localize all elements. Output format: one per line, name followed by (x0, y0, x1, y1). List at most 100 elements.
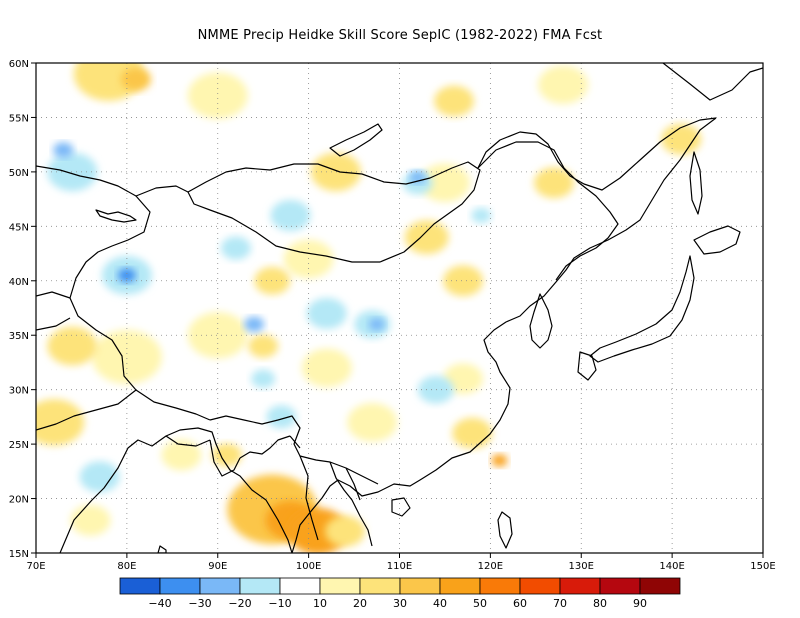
korea-peninsula (529, 293, 553, 349)
japan-hokkaido (693, 225, 741, 255)
skill-score-shading (36, 63, 702, 553)
legend-label: 90 (633, 597, 647, 610)
lat-tick-label: 15N (9, 549, 29, 560)
taiwan (497, 511, 513, 549)
border-china-west (69, 195, 211, 421)
legend-label: 40 (433, 597, 447, 610)
lat-tick-label: 45N (9, 222, 29, 233)
skill-region-46 (244, 316, 265, 333)
skill-region-22 (47, 326, 98, 366)
coastline-okhotsk (477, 117, 717, 191)
skill-region-40 (368, 318, 385, 331)
border-himalaya (209, 415, 379, 485)
border-central-asia (36, 291, 71, 331)
legend-label: 60 (513, 597, 527, 610)
legend-swatch (159, 577, 201, 595)
legend-label: 70 (553, 597, 567, 610)
lon-tick-label: 100E (296, 561, 321, 572)
axis-ticks: 70E 80E 90E 100E 110E 120E 130E 140E 150E 15N 20N 2… (9, 59, 776, 572)
border-india (36, 389, 291, 477)
hainan (391, 497, 411, 517)
map-title: NMME Precip Heidke Skill Score SepIC (19… (197, 28, 603, 43)
lon-tick-label: 110E (387, 561, 412, 572)
skill-region-23 (36, 399, 85, 446)
skill-region-38 (306, 297, 347, 329)
skill-region-11 (310, 152, 361, 192)
legend-label: −30 (188, 597, 211, 610)
legend-swatch (279, 577, 321, 595)
japan-kyushu (577, 351, 597, 381)
skill-region-13 (533, 167, 574, 199)
lat-tick-label: 55N (9, 113, 29, 124)
skill-region-8 (434, 85, 475, 117)
skill-region-4 (491, 454, 508, 467)
legend-swatch (399, 577, 441, 595)
skill-region-21 (91, 329, 162, 385)
skill-region-17 (443, 265, 484, 297)
legend-swatch (479, 577, 521, 595)
skill-region-30 (47, 152, 98, 192)
coastline-kamchatka (662, 63, 763, 101)
coastlines-and-borders (36, 63, 763, 553)
color-legend: −40 −30 −20 −10 10 20 30 40 50 60 70 80 90 (119, 577, 681, 610)
border-mongolia (187, 161, 481, 263)
legend-swatch (559, 577, 601, 595)
border-indochina (289, 435, 373, 547)
skill-region-42 (266, 405, 297, 429)
skill-region-37 (220, 236, 251, 260)
lon-tick-label: 70E (26, 561, 45, 572)
lake-balkhash (95, 209, 137, 223)
legend-swatch (599, 577, 641, 595)
lon-tick-label: 150E (750, 561, 775, 572)
legend-swatch (239, 577, 281, 595)
skill-region-41 (417, 375, 454, 404)
lat-tick-label: 40N (9, 277, 29, 288)
skill-region-44 (251, 369, 276, 389)
legend-swatch (359, 577, 401, 595)
skill-region-3 (324, 515, 365, 547)
lat-tick-label: 35N (9, 331, 29, 342)
skill-region-19 (248, 334, 279, 358)
legend-swatch (319, 577, 361, 595)
sri-lanka (157, 545, 167, 553)
legend-label: 30 (393, 597, 407, 610)
legend-label: 20 (353, 597, 367, 610)
legend-label: 50 (473, 597, 487, 610)
skill-region-27 (161, 439, 202, 471)
sakhalin (689, 151, 703, 215)
gridlines (36, 63, 763, 553)
skill-region-14 (404, 220, 449, 255)
skill-region-29 (70, 504, 111, 536)
skill-region-36 (117, 268, 136, 283)
skill-region-16 (254, 266, 291, 295)
skill-region-28 (211, 443, 242, 467)
lake-baikal (329, 123, 383, 157)
lon-tick-label: 80E (117, 561, 136, 572)
skill-region-45 (471, 207, 492, 224)
lat-tick-label: 60N (9, 59, 29, 70)
border-kazakhstan (36, 165, 189, 197)
legend-label: 10 (313, 597, 327, 610)
coastline-mainland (59, 427, 293, 553)
skill-region-43 (79, 461, 120, 493)
legend-label: −40 (148, 597, 171, 610)
legend-swatch (119, 577, 161, 595)
lon-tick-label: 130E (569, 561, 594, 572)
skill-region-12 (419, 163, 470, 203)
lon-tick-label: 90E (208, 561, 227, 572)
legend-swatch (519, 577, 561, 595)
legend-swatch (439, 577, 481, 595)
skill-region-6 (120, 67, 151, 91)
legend-label: −20 (228, 597, 251, 610)
lat-tick-label: 25N (9, 440, 29, 451)
lon-tick-label: 140E (659, 561, 684, 572)
lon-tick-label: 120E (478, 561, 503, 572)
skill-region-34 (270, 199, 311, 231)
skill-region-7 (187, 72, 248, 119)
lat-tick-label: 20N (9, 495, 29, 506)
skill-region-18 (187, 312, 248, 359)
border-china-northeast (477, 141, 619, 281)
japan-honshu (589, 255, 695, 363)
legend-swatch (639, 577, 681, 595)
